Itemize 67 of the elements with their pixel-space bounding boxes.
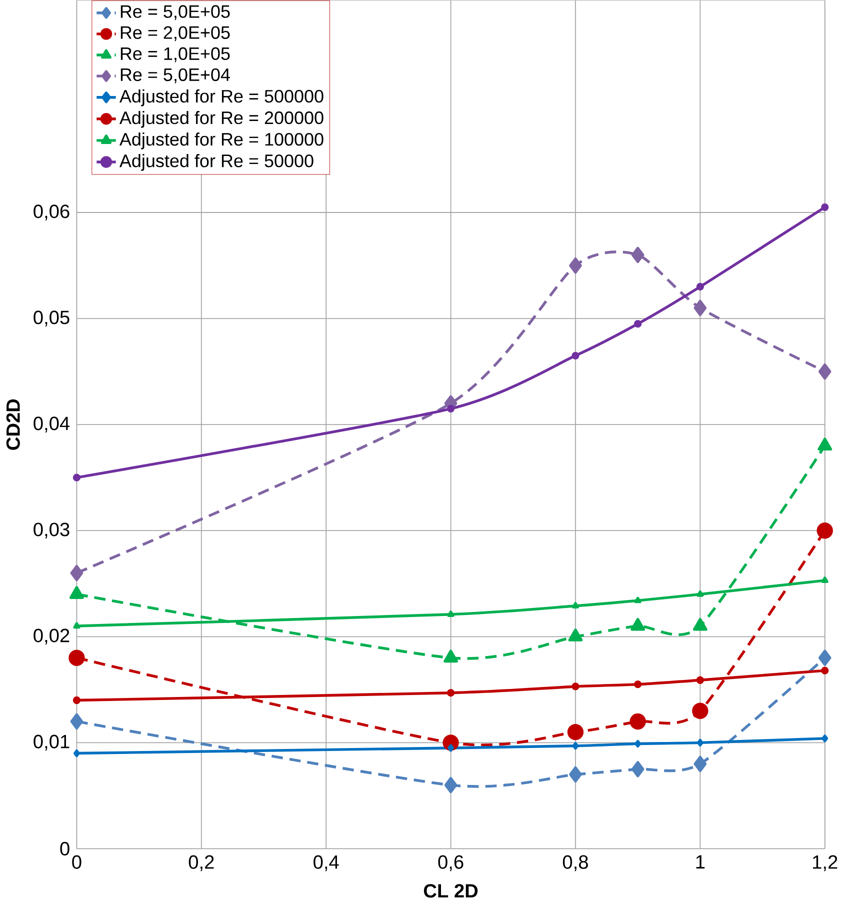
y-tick-label: 0,05	[34, 310, 70, 326]
x-tick-label: 1,2	[813, 855, 838, 872]
legend-label: Re = 1,0E+05	[121, 47, 230, 62]
y-tick-label: 0,03	[34, 522, 70, 539]
point	[447, 689, 455, 697]
y-tick-label: 0,01	[34, 734, 70, 751]
point	[73, 696, 81, 704]
point	[694, 756, 707, 772]
point	[572, 352, 580, 360]
point	[821, 666, 829, 674]
x-tick-label: 0	[72, 855, 82, 869]
point	[822, 734, 828, 742]
x-tick-label: 1	[696, 855, 705, 868]
point	[818, 363, 832, 380]
point	[822, 576, 829, 584]
point	[568, 724, 584, 740]
x-axis-title: CL 2D	[424, 884, 478, 898]
point	[568, 628, 583, 642]
point	[572, 602, 580, 608]
point	[448, 610, 455, 617]
point	[696, 676, 704, 684]
point	[70, 564, 84, 582]
y-axis-title: CD2D	[6, 399, 20, 450]
point	[694, 300, 707, 316]
point	[634, 680, 642, 688]
point	[630, 713, 646, 730]
point	[818, 438, 832, 451]
legend-label: Adjusted for Re = 100000	[120, 132, 324, 150]
x-tick-label: 0,4	[314, 855, 340, 872]
point	[444, 650, 458, 663]
point	[572, 742, 579, 750]
point	[632, 761, 644, 778]
point	[821, 203, 829, 212]
legend-label: Adjusted for Re = 200000	[120, 110, 324, 128]
legend-label: Adjusted for Re = 50000	[120, 154, 314, 171]
point	[818, 650, 832, 666]
point	[634, 596, 642, 604]
point	[634, 740, 642, 748]
point	[68, 650, 86, 666]
y-tick-label: 0	[60, 842, 70, 856]
point	[697, 738, 704, 746]
legend-label: Re = 5,0E+04	[121, 68, 230, 84]
y-tick-label: 0,02	[34, 628, 70, 645]
point	[634, 320, 642, 328]
point	[696, 590, 704, 597]
legend-label: Re = 2,0E+05	[121, 26, 230, 42]
point	[447, 404, 455, 412]
legend-label: Adjusted for Re = 500000	[120, 89, 324, 106]
y-tick-label: 0,06	[34, 204, 70, 220]
point	[70, 713, 84, 730]
point	[448, 744, 454, 752]
x-tick-label: 0,6	[438, 855, 464, 872]
point	[632, 246, 644, 264]
x-tick-label: 0,8	[563, 855, 588, 872]
y-tick-label: 0,04	[34, 416, 70, 432]
point	[692, 702, 709, 719]
legend-label: Re = 5,0E+05	[121, 5, 230, 20]
point	[696, 282, 704, 291]
x-tick-label: 0,2	[189, 855, 214, 872]
point	[816, 522, 834, 539]
point	[572, 682, 580, 690]
point	[74, 749, 80, 758]
point	[569, 766, 582, 783]
point	[444, 776, 458, 794]
point	[73, 622, 80, 629]
point	[569, 257, 582, 274]
point	[73, 474, 81, 482]
